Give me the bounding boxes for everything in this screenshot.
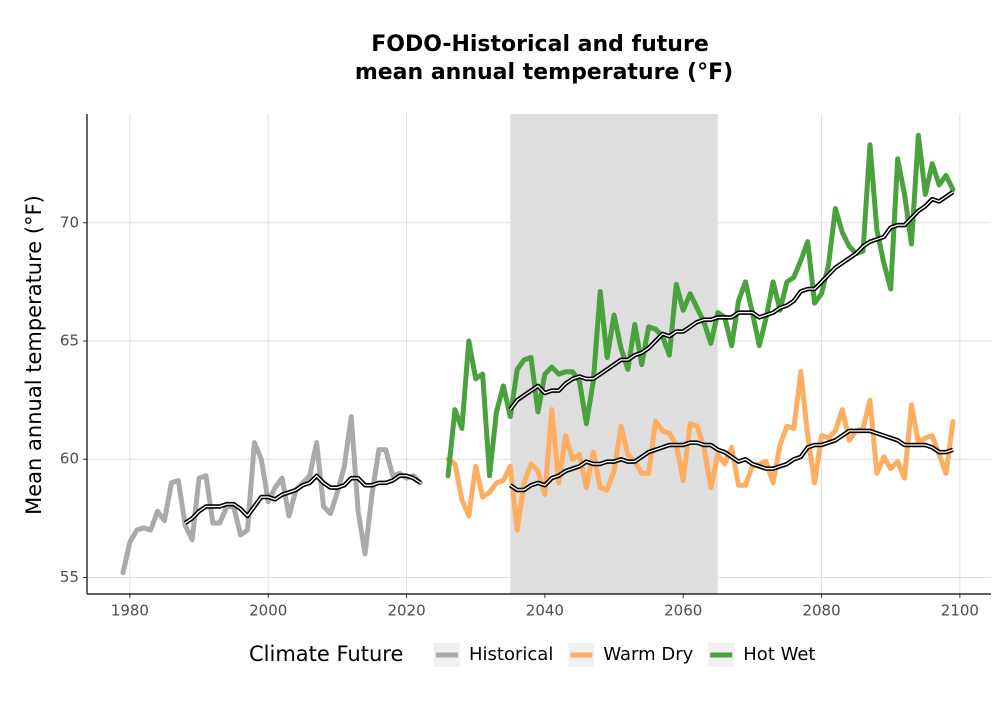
legend-label: Hot Wet [743, 644, 815, 665]
x-tick-label: 2060 [664, 602, 702, 620]
y-tick-label: 55 [60, 568, 79, 586]
highlight-band [510, 114, 718, 594]
y-tick-label: 60 [60, 450, 79, 468]
legend-title: Climate Future [249, 642, 403, 666]
series-line [445, 132, 956, 479]
x-tick-label: 2100 [941, 602, 979, 620]
chart-title: mean annual temperature (°F) [355, 60, 733, 85]
series-line [445, 369, 956, 533]
smooth-line-core [509, 430, 954, 491]
plot-area: 55 60 65 70 1980 2000 2020 2040 2060 2080 2100 [60, 114, 991, 620]
y-tick-label: 70 [60, 213, 79, 231]
x-tick-label: 2020 [387, 602, 425, 620]
x-tick-label: 1980 [111, 602, 149, 620]
smooth-line-core [509, 191, 954, 410]
y-tick-label: 65 [60, 331, 79, 349]
smooth-line-core [184, 475, 421, 524]
chart-title: FODO-Historical and future [371, 32, 709, 57]
series-line [120, 414, 423, 576]
legend-label: Historical [469, 644, 553, 665]
legend: Climate Future Historical Warm Dry Hot Wet [249, 642, 815, 667]
legend-label: Warm Dry [603, 644, 693, 665]
x-tick-label: 2080 [802, 602, 840, 620]
y-axis-label: Mean annual temperature (°F) [22, 195, 46, 515]
x-tick-label: 2040 [526, 602, 564, 620]
x-tick-label: 2000 [249, 602, 287, 620]
